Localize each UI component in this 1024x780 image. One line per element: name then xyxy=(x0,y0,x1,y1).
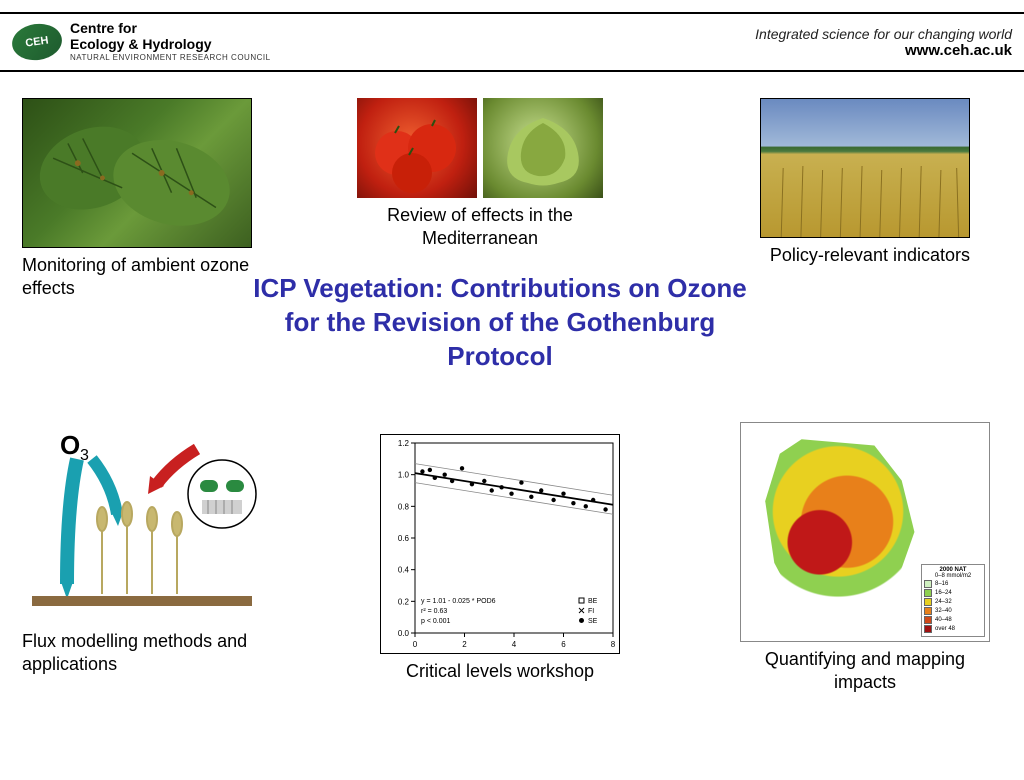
slide-content: Monitoring of ambient ozone effects Revi… xyxy=(0,72,1024,752)
site-url: www.ceh.ac.uk xyxy=(755,42,1012,59)
svg-text:1.0: 1.0 xyxy=(398,471,410,480)
caption-monitoring: Monitoring of ambient ozone effects xyxy=(22,254,252,299)
leaf-icon xyxy=(23,99,251,247)
legend-units: 0–8 mmol/m2 xyxy=(924,573,982,579)
map-region-icon xyxy=(747,429,929,635)
legend-label: 8–16 xyxy=(935,581,948,587)
svg-text:y = 1.01 - 0.025 * POD6: y = 1.01 - 0.025 * POD6 xyxy=(421,598,496,605)
header-right: Integrated science for our changing worl… xyxy=(755,26,1012,59)
scatter-chart: 0.0 0.2 0.4 0.6 0.8 1.0 1.2 0 2 4 6 8 y = 1.01 - 0.0… xyxy=(380,434,620,654)
panel-monitoring: Monitoring of ambient ozone effects xyxy=(22,98,252,299)
panel-mediterranean: Review of effects in the Mediterranean xyxy=(330,98,630,249)
legend-label: 16–24 xyxy=(935,590,952,596)
panel-indicators: Policy-relevant indicators xyxy=(760,98,970,267)
svg-text:O: O xyxy=(60,430,80,460)
impact-map: 2000 NAT 0–8 mmol/m2 8–1616–2424–3232–40… xyxy=(740,422,990,642)
svg-text:1.2: 1.2 xyxy=(398,439,410,448)
svg-text:4: 4 xyxy=(512,640,517,649)
svg-text:FI: FI xyxy=(588,608,594,615)
logo-text: Centre for Ecology & Hydrology NATURAL E… xyxy=(70,21,271,63)
svg-text:r² = 0.63: r² = 0.63 xyxy=(421,608,447,615)
svg-text:6: 6 xyxy=(561,640,566,649)
legend-row: over 48 xyxy=(924,625,982,633)
legend-label: over 48 xyxy=(935,626,955,632)
panel-flux: O 3 xyxy=(22,424,272,675)
legend-row: 8–16 xyxy=(924,580,982,588)
lettuce-icon xyxy=(483,98,603,198)
svg-text:0.2: 0.2 xyxy=(398,597,410,606)
caption-indicators: Policy-relevant indicators xyxy=(760,244,970,267)
logo-line1: Centre for xyxy=(70,21,271,36)
legend-label: 32–40 xyxy=(935,608,952,614)
legend-swatch xyxy=(924,625,932,633)
legend-swatch xyxy=(924,598,932,606)
panel-critical-levels: 0.0 0.2 0.4 0.6 0.8 1.0 1.2 0 2 4 6 8 y = 1.01 - 0.0… xyxy=(370,434,630,683)
caption-mediterranean: Review of effects in the Mediterranean xyxy=(330,204,630,249)
svg-text:0.8: 0.8 xyxy=(398,502,410,511)
legend-label: 40–48 xyxy=(935,617,952,623)
legend-swatch xyxy=(924,589,932,597)
caption-critical: Critical levels workshop xyxy=(370,660,630,683)
legend-row: 40–48 xyxy=(924,616,982,624)
legend-row: 24–32 xyxy=(924,598,982,606)
tagline: Integrated science for our changing worl… xyxy=(755,26,1012,42)
wheat-icon xyxy=(761,99,969,237)
tomato-icon xyxy=(357,98,477,198)
legend-swatch xyxy=(924,607,932,615)
svg-text:2: 2 xyxy=(462,640,467,649)
map-legend: 2000 NAT 0–8 mmol/m2 8–1616–2424–3232–40… xyxy=(921,564,985,637)
caption-flux: Flux modelling methods and applications xyxy=(22,630,272,675)
logo-line3: NATURAL ENVIRONMENT RESEARCH COUNCIL xyxy=(70,54,271,63)
legend-swatch xyxy=(924,580,932,588)
svg-text:0.4: 0.4 xyxy=(398,566,410,575)
svg-text:0.6: 0.6 xyxy=(398,534,410,543)
header-bar: CEH Centre for Ecology & Hydrology NATUR… xyxy=(0,12,1024,72)
panel-mapping: 2000 NAT 0–8 mmol/m2 8–1616–2424–3232–40… xyxy=(740,422,990,693)
svg-text:SE: SE xyxy=(588,618,598,625)
slide-title: ICP Vegetation: Contributions on Ozone f… xyxy=(240,272,760,373)
lettuce-photo xyxy=(483,98,603,198)
logo-line2: Ecology & Hydrology xyxy=(70,37,271,52)
ceh-logo-icon: CEH xyxy=(10,21,65,64)
wheat-field-photo xyxy=(760,98,970,238)
caption-mapping: Quantifying and mapping impacts xyxy=(740,648,990,693)
svg-text:0.0: 0.0 xyxy=(398,629,410,638)
svg-text:p < 0.001: p < 0.001 xyxy=(421,618,450,625)
legend-row: 32–40 xyxy=(924,607,982,615)
tomatoes-photo xyxy=(357,98,477,198)
svg-text:0: 0 xyxy=(413,640,418,649)
logo-area: CEH Centre for Ecology & Hydrology NATUR… xyxy=(12,21,271,63)
legend-row: 16–24 xyxy=(924,589,982,597)
leaves-photo xyxy=(22,98,252,248)
legend-label: 24–32 xyxy=(935,599,952,605)
flux-diagram: O 3 xyxy=(22,424,272,624)
legend-swatch xyxy=(924,616,932,624)
svg-text:8: 8 xyxy=(611,640,616,649)
svg-text:BE: BE xyxy=(588,598,598,605)
